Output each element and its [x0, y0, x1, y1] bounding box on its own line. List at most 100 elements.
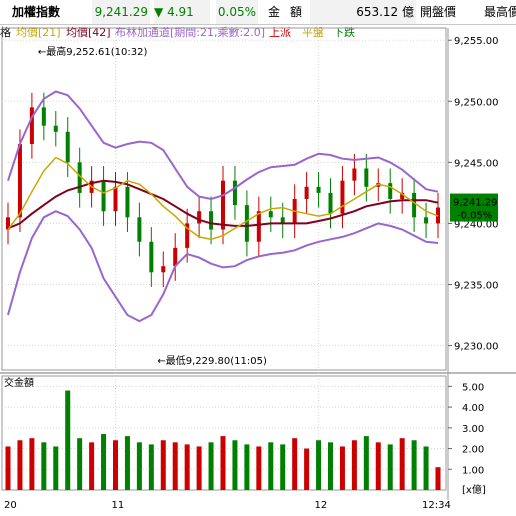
legend-price: 格 — [0, 26, 11, 39]
quote-bar: 加權指數 9,241.29 ▼ 4.91 0.05% 金額 653.12 億 開… — [0, 0, 516, 25]
open-label: 開盤價 — [420, 5, 457, 19]
candle-body — [53, 125, 58, 132]
index-change-pct: 0.05% — [216, 0, 258, 24]
volume-bar — [411, 440, 417, 490]
candle-body — [256, 211, 261, 242]
volume-bar — [101, 434, 107, 490]
last-price-pct: -0.05% — [457, 211, 492, 222]
candle-body — [280, 217, 285, 224]
candle-body — [352, 168, 357, 181]
time-tick-label: 20 — [4, 500, 17, 511]
volume-bar — [160, 440, 166, 490]
volume-bar — [184, 444, 190, 490]
candle-body — [268, 211, 273, 218]
candle-body — [101, 180, 106, 212]
volume-tick-label: 3.00 — [462, 424, 484, 435]
legend-down: 下跌 — [333, 26, 355, 39]
volume-bar — [5, 446, 11, 490]
volume-bar — [256, 446, 262, 490]
down-arrow-icon: ▼ — [154, 5, 164, 19]
volume-bar — [375, 442, 381, 490]
volume-bar — [220, 436, 226, 490]
volume-bar — [148, 444, 154, 490]
volume-bar — [113, 440, 118, 490]
candle-body — [424, 217, 429, 224]
volume-unit-label: [x億] — [462, 483, 486, 496]
volume-bar — [304, 448, 310, 490]
last-price-tag — [450, 193, 498, 222]
legend-up: 上派 — [269, 26, 291, 39]
volume-bar — [196, 446, 202, 490]
volume-bar — [423, 446, 429, 490]
volume-bar — [53, 446, 59, 490]
candle-body — [173, 247, 178, 267]
candle-body — [41, 107, 46, 126]
candle-body — [65, 131, 70, 163]
volume-bar — [363, 436, 369, 490]
time-tick-label: 12 — [315, 500, 328, 511]
price-tick-label: 9,240.00 — [454, 219, 499, 230]
volume-bar — [124, 436, 130, 490]
candle-body — [304, 186, 309, 199]
price-tick-label: 9,250.00 — [454, 97, 499, 108]
volume-bar — [244, 444, 250, 490]
volume-bar — [280, 444, 286, 490]
volume-bar — [136, 442, 142, 490]
price-tick-label: 9,235.00 — [454, 281, 499, 292]
volume-bar — [65, 390, 71, 490]
candle-body — [412, 192, 417, 218]
volume-bar — [232, 440, 238, 490]
index-name: 加權指數 — [12, 5, 61, 19]
volume-bar — [268, 442, 274, 490]
volume-panel-title: 交金額 — [4, 376, 34, 389]
ma21-line — [7, 156, 439, 241]
candle-body — [77, 162, 82, 193]
candle-body — [232, 180, 237, 206]
volume-bar — [328, 442, 333, 490]
last-price-value: 9,241.29 — [453, 198, 498, 209]
candle-body — [113, 186, 118, 212]
volume-tick-label: 5.00 — [462, 382, 484, 393]
volume-bar — [208, 442, 214, 490]
volume-bar — [351, 440, 357, 490]
change-value: 4.91 — [167, 5, 194, 19]
volume-bar — [29, 438, 35, 490]
volume-tick-label: 1.00 — [462, 465, 484, 476]
bollinger-upper-line — [7, 90, 439, 201]
candle-body — [400, 192, 405, 199]
volume-bar — [387, 444, 393, 490]
amount-value: 653.12 億 — [310, 0, 416, 24]
high-label: 最高價 — [482, 0, 516, 24]
candle-body — [364, 168, 369, 187]
volume-bar — [172, 442, 178, 490]
candle-body — [17, 144, 22, 218]
high-annotation: ←最高9,252.61(10:32) — [38, 45, 148, 58]
low-annotation: ←最低9,229.80(11:05) — [157, 354, 267, 367]
volume-tick-label: 2.00 — [462, 445, 484, 456]
volume-bar — [292, 438, 298, 490]
candle-body — [137, 217, 142, 242]
bollinger-lower-line — [7, 210, 439, 323]
volume-bar — [316, 440, 322, 490]
candle-body — [328, 192, 333, 214]
legend-ma21: 均價[21] — [16, 26, 61, 39]
price-tick-label: 9,245.00 — [454, 158, 499, 169]
price-panel-frame — [1, 27, 447, 371]
candle-body — [388, 183, 393, 199]
indicator-legend: 格 均價[21] 均價[42] 布林加通道[期間:21,乘數:2.0] 上派 平… — [0, 25, 516, 41]
candle-body — [221, 180, 225, 230]
volume-bar — [399, 438, 405, 490]
index-price: 9,241.29 — [92, 0, 150, 24]
time-tick-label: 12:34 — [422, 500, 451, 511]
volume-bar — [89, 442, 95, 490]
price-tick-label: 9,230.00 — [454, 342, 499, 353]
candle-body — [6, 217, 10, 230]
index-change: ▼ 4.91 — [154, 0, 210, 24]
candle-body — [161, 266, 166, 273]
ma42-line — [7, 179, 439, 230]
legend-flat: 平盤 — [302, 26, 324, 39]
price-tick-label: 9,255.00 — [454, 36, 499, 47]
candle-body — [149, 241, 154, 273]
